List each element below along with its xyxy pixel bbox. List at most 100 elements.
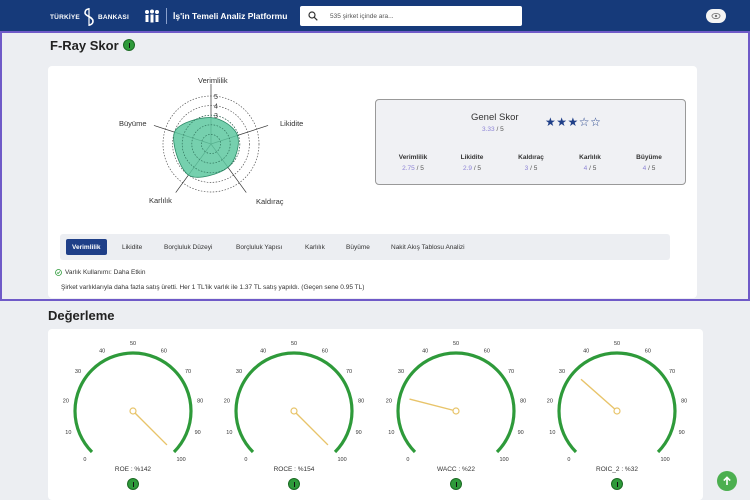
gauge-scale-label: 100 <box>176 457 185 463</box>
tab-nakit-akis[interactable]: Nakit Akış Tablosu Analizi <box>391 243 465 251</box>
gauge-needle-hub <box>129 407 137 415</box>
gauge-scale-label: 70 <box>508 369 514 375</box>
gauge-dial: 0 10 20 30 40 50 60 70 80 90 100 <box>547 341 687 463</box>
gauge-dial: 0 10 20 30 40 50 60 70 80 90 100 <box>224 341 364 463</box>
people-icon <box>145 9 159 23</box>
tab-karlilik[interactable]: Karlılık <box>305 243 325 251</box>
gauge-arc <box>396 351 516 454</box>
gauge-needle-hub <box>452 407 460 415</box>
gauge-scale-label: 70 <box>346 369 352 375</box>
gauge-scale-label: 0 <box>244 457 247 463</box>
score-value: 3.33 / 5 <box>482 126 504 133</box>
gauge-arc <box>73 351 193 454</box>
metric-max: / 5 <box>530 165 538 172</box>
header-divider <box>166 8 167 24</box>
radar-axis-label-likidite: Likidite <box>280 119 304 128</box>
gauge-roic2: 0 10 20 30 40 50 60 70 80 90 100 ROIC_2 : %32 <box>542 338 692 498</box>
metric-value: 3 / 5 <box>506 165 556 172</box>
metric-label: Kaldıraç <box>518 154 544 161</box>
gauge-scale-label: 10 <box>65 430 71 436</box>
radar-ring-inner <box>181 114 241 174</box>
gauge-scale-label: 0 <box>83 457 86 463</box>
metric-label: Karlılık <box>579 154 601 161</box>
arrow-up-icon <box>723 476 731 485</box>
gauge-scale-label: 40 <box>422 348 428 354</box>
brand-logo[interactable]: TÜRKİYE BANKASI <box>50 7 129 27</box>
tab-borcluluk-yapisi[interactable]: Borçluluk Yapısı <box>236 243 283 251</box>
tab-likidite[interactable]: Likidite <box>122 243 143 251</box>
gauge-scale-label: 30 <box>398 369 404 375</box>
gauge-scale-label: 20 <box>63 398 69 404</box>
gauge-scale-label: 20 <box>386 398 392 404</box>
gauge-scale-label: 30 <box>75 369 81 375</box>
gauge-scale-label: 90 <box>679 430 685 436</box>
metric-number: 4 <box>642 165 647 172</box>
metric-label: Büyüme <box>636 154 662 161</box>
radar-axis-label-verimlilik: Verimlilik <box>198 76 228 85</box>
tab-borcluluk-duzeyi[interactable]: Borçluluk Düzeyi <box>164 243 213 251</box>
gauge-scale-label: 30 <box>559 369 565 375</box>
gauge-label: ROIC_2 : %32 <box>596 466 638 473</box>
gauge-scale-label: 60 <box>161 348 167 354</box>
info-icon[interactable] <box>288 478 300 490</box>
tab-verimlilik[interactable]: Verimlilik <box>66 239 107 255</box>
gauge-label: ROE : %142 <box>114 466 152 473</box>
theme-toggle-button[interactable] <box>706 9 726 23</box>
gauge-scale-label: 90 <box>518 430 524 436</box>
metric-value: 2.75 / 5 <box>388 165 438 172</box>
info-icon[interactable] <box>127 478 139 490</box>
metric-max: / 5 <box>473 165 482 172</box>
gauge-scale-label: 90 <box>356 430 362 436</box>
metric-number: 2.9 <box>462 165 472 172</box>
gauge-scale-label: 0 <box>406 457 409 463</box>
radar-ring-inner <box>191 124 231 164</box>
gauge-scale-label: 30 <box>236 369 242 375</box>
radar-axis-label-karlilik: Karlılık <box>149 196 172 205</box>
info-icon[interactable] <box>611 478 623 490</box>
gauge-needle <box>409 398 457 412</box>
star-icon-empty: ☆ <box>590 115 602 129</box>
gauge-arc <box>557 351 677 454</box>
radar-tick-label: 4 <box>214 104 218 111</box>
metric-value: 4 / 5 <box>565 165 615 172</box>
eye-icon <box>711 12 721 20</box>
score-title: Genel Skor <box>471 112 519 123</box>
gauge-scale-label: 70 <box>669 369 675 375</box>
gauge-dial: 0 10 20 30 40 50 60 70 80 90 100 <box>386 341 526 463</box>
search-input[interactable] <box>330 12 510 20</box>
star-rating: ★★★☆☆ <box>545 115 601 129</box>
radar-data-area <box>173 117 239 178</box>
gauge-scale-label: 70 <box>185 369 191 375</box>
metric-max: / 5 <box>416 165 424 172</box>
metric-max: / 5 <box>648 165 656 172</box>
gauge-scale-label: 100 <box>499 457 508 463</box>
platform-title: İş'in Temeli Analiz Platformu <box>173 11 288 21</box>
info-icon[interactable] <box>122 39 135 51</box>
metric-karlilik: Karlılık 4 / 5 <box>565 154 615 172</box>
gauge-scale-label: 10 <box>388 430 394 436</box>
metric-value: 4 / 5 <box>624 165 674 172</box>
search-box[interactable] <box>300 6 522 26</box>
tab-buyume[interactable]: Büyüme <box>346 243 370 251</box>
star-icon-filled: ★ <box>556 115 568 129</box>
analysis-tabs: Verimlilik Likidite Borçluluk Düzeyi Bor… <box>60 234 670 260</box>
metric-label: Verimlilik <box>398 154 428 161</box>
score-number: 3.33 <box>482 126 495 133</box>
gauge-scale-label: 100 <box>337 457 346 463</box>
brand-right-text: BANKASI <box>97 13 129 21</box>
fray-title-text: F-Ray Skor <box>50 38 119 53</box>
check-circle-icon <box>55 269 62 276</box>
gauge-scale-label: 50 <box>291 341 297 347</box>
gauge-scale-label: 100 <box>660 457 669 463</box>
gauge-scale-label: 60 <box>322 348 328 354</box>
gauge-scale-label: 0 <box>567 457 570 463</box>
gauge-scale-label: 60 <box>484 348 490 354</box>
info-icon[interactable] <box>450 478 462 490</box>
efficiency-check-line: Varlık Kullanımı: Daha Etkin <box>55 269 145 276</box>
star-icon-empty: ☆ <box>578 115 591 129</box>
radar-axis-label-buyume: Büyüme <box>119 119 147 128</box>
gauge-scale-label: 50 <box>614 341 620 347</box>
gauge-needle <box>293 410 329 446</box>
scroll-to-top-button[interactable] <box>717 471 737 491</box>
gauge-scale-label: 50 <box>453 341 459 347</box>
